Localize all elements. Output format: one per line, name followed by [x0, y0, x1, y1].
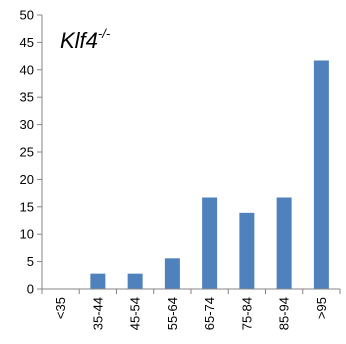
x-tick-label: 55-64	[165, 297, 180, 330]
bar	[90, 273, 106, 289]
x-tick-label: 35-44	[90, 297, 105, 330]
y-tick-label: 25	[20, 145, 34, 160]
y-tick-label: 0	[27, 282, 34, 297]
y-tick-label: 5	[27, 254, 34, 269]
bars	[90, 60, 329, 289]
axes	[41, 15, 340, 290]
y-tick-label: 45	[20, 35, 34, 50]
bar	[239, 212, 255, 289]
y-tick-label: 35	[20, 90, 34, 105]
y-tick-label: 30	[20, 117, 34, 132]
y-tick-label: 40	[20, 62, 34, 77]
x-tick-label: 65-74	[202, 297, 217, 330]
bar	[164, 258, 180, 289]
y-axis-ticks: 0 5 10 15 20 25 30 35 40 45 50	[20, 8, 42, 297]
bar	[276, 197, 292, 289]
y-tick-label: 10	[20, 227, 34, 242]
x-tick-label: 45-54	[128, 297, 143, 330]
x-tick-label: <35	[53, 297, 68, 319]
bar	[202, 197, 218, 289]
x-tick-label: 85-94	[277, 297, 292, 330]
chart-title-superscript: -/-	[98, 26, 111, 41]
x-axis-ticks: <35 35-44 45-54 55-64 65-74 75-84 85-94 >95	[41, 289, 341, 330]
x-tick-label: >95	[314, 297, 329, 319]
chart-title: Klf4-/-	[60, 26, 111, 53]
bar	[127, 273, 143, 289]
chart-title-main: Klf4	[60, 28, 98, 53]
bar	[313, 60, 329, 289]
x-tick-label: 75-84	[239, 297, 254, 330]
y-tick-label: 20	[20, 172, 34, 187]
y-tick-label: 15	[20, 199, 34, 214]
y-tick-label: 50	[20, 8, 34, 23]
